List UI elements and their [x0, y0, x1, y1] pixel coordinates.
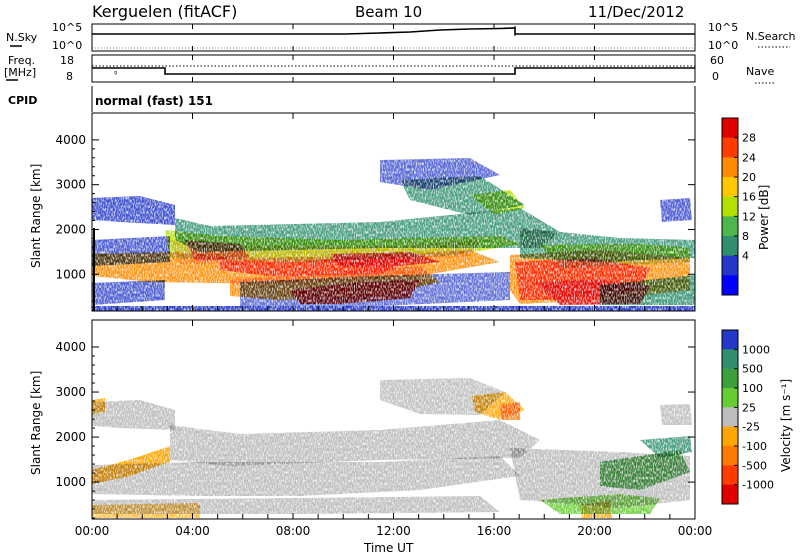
x-tick-label: 00:00: [678, 524, 713, 538]
power-panel: [91, 112, 696, 312]
freq-tick-bottom: 8: [66, 70, 73, 83]
power-colorbar-tick-label: 12: [742, 210, 756, 223]
x-axis-label: Time UT: [363, 541, 414, 554]
velocity-colorbar-tick-label: -25: [742, 421, 760, 434]
nsearch-label: N.Search: [746, 30, 796, 43]
velocity-colorbar-swatch: [722, 368, 738, 389]
x-tick-label: 16:00: [477, 524, 512, 538]
cpid-value: normal (fast) 151: [95, 94, 213, 108]
velocity-colorbar-frame: [721, 329, 739, 505]
velocity-colorbar-swatch: [722, 426, 738, 447]
power-colorbar-swatch: [722, 196, 738, 217]
velocity-colorbar-tick-label: 25: [742, 401, 756, 414]
power-colorbar-frame: [721, 117, 739, 296]
power-colorbar-swatch: [722, 236, 738, 257]
nave-tick-bottom: 0: [712, 70, 719, 83]
beam-title: Beam 10: [355, 3, 422, 21]
power-colorbar-swatch: [722, 275, 738, 296]
power-colorbar-swatch: [722, 177, 738, 198]
velocity-colorbar-tick-label: 1000: [742, 343, 770, 356]
x-tick-label: 08:00: [276, 524, 311, 538]
power-colorbar-tick-label: 8: [742, 230, 749, 243]
velocity-y-axis: 1000 2000 3000 4000: [55, 340, 695, 519]
x-tick-label: 20:00: [577, 524, 612, 538]
nave-blip: ᵍ: [114, 69, 117, 78]
velocity-colorbar-swatch: [722, 407, 738, 428]
velocity-colorbar-swatch: [722, 330, 738, 350]
power-colorbar-swatch: [722, 255, 738, 276]
velocity-y-label: Slant Range [km]: [29, 371, 43, 475]
velocity-colorbar-swatch: [722, 349, 738, 370]
power-colorbar-tick-label: 20: [742, 171, 756, 184]
power-ytick-label: 1000: [55, 267, 86, 281]
power-ytick-label: 4000: [55, 133, 86, 147]
nsky-label: N.Sky: [6, 31, 38, 44]
x-tick-label: 04:00: [175, 524, 210, 538]
power-colorbar-swatch: [722, 216, 738, 237]
x-tick-label: 00:00: [75, 524, 110, 538]
velocity-colorbar-tick-label: -1000: [742, 479, 774, 492]
date-title: 11/Dec/2012: [588, 3, 684, 21]
nsearch-tick-bottom: 10^0: [708, 39, 738, 52]
velocity-colorbar-tick-label: 100: [742, 382, 763, 395]
power-colorbar: 28 24 20 16 12 8 4: [721, 117, 756, 296]
x-tick-label: 12:00: [376, 524, 411, 538]
power-colorbar-tick-label: 28: [742, 132, 756, 145]
cpid-label: CPID: [8, 94, 37, 107]
power-ytick-label: 2000: [55, 222, 86, 236]
freq-label-1: Freq.: [8, 54, 35, 67]
velocity-colorbar-swatch: [722, 446, 738, 466]
power-colorbar-swatch: [722, 157, 738, 178]
station-title: Kerguelen (fitACF): [92, 2, 237, 21]
velocity-colorbar-swatch: [722, 465, 738, 486]
power-ytick-label: 3000: [55, 178, 86, 192]
power-colorbar-swatch: [722, 118, 738, 139]
velocity-ytick-label: 1000: [55, 475, 86, 489]
velocity-colorbar: 1000 500 100 25 -25 -100 -500 -1000: [721, 329, 774, 505]
nave-label: Nave: [746, 65, 774, 78]
power-y-axis: 1000 2000 3000 4000: [55, 133, 695, 311]
nsky-tick-top: 10^5: [52, 21, 82, 34]
velocity-colorbar-swatch: [722, 484, 738, 505]
power-y-label: Slant Range [km]: [29, 164, 43, 268]
velocity-ytick-label: 3000: [55, 385, 86, 399]
power-colorbar-swatch: [722, 137, 738, 158]
nave-tick-top: 60: [710, 54, 724, 67]
velocity-colorbar-swatch: [722, 388, 738, 408]
velocity-colorbar-tick-label: 500: [742, 363, 763, 376]
velocity-colorbar-label: Velocity [m s⁻¹]: [779, 379, 793, 472]
time-x-axis: 00:00 04:00 08:00 12:00 16:00 20:00 00:00: [75, 24, 713, 538]
nsky-tick-bottom: 10^0: [52, 39, 82, 52]
power-colorbar-tick-label: 16: [742, 191, 756, 204]
power-scatter: [92, 158, 695, 311]
velocity-colorbar-tick-label: -100: [742, 440, 767, 453]
freq-tick-top: 18: [60, 54, 74, 67]
power-colorbar-tick-label: 4: [742, 250, 749, 263]
freq-trace: [92, 67, 695, 75]
velocity-ytick-label: 4000: [55, 340, 86, 354]
velocity-ytick-label: 2000: [55, 430, 86, 444]
velocity-scatter: [92, 378, 692, 518]
nsearch-tick-top: 10^5: [708, 21, 738, 34]
freq-label-2: [MHz]: [4, 66, 36, 79]
power-colorbar-tick-label: 24: [742, 151, 756, 164]
power-colorbar-label: Power [dB]: [757, 185, 771, 250]
velocity-panel: [91, 319, 696, 520]
velocity-colorbar-tick-label: -500: [742, 459, 767, 472]
